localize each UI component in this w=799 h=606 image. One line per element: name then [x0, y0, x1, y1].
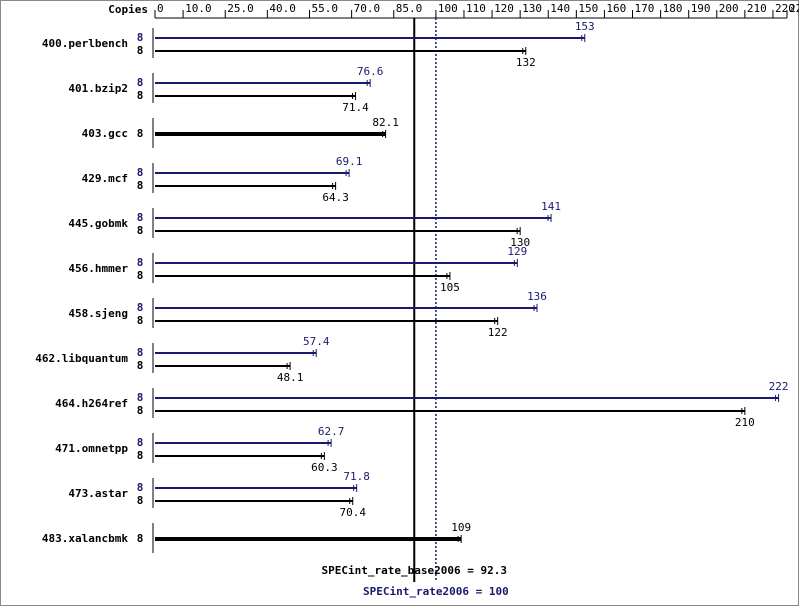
- x-tick-label: 70.0: [354, 2, 381, 15]
- copies-label: 8: [137, 532, 144, 545]
- copies-label: 8: [137, 359, 144, 372]
- copies-label: 8: [137, 269, 144, 282]
- x-tick-label: 55.0: [311, 2, 338, 15]
- copies-label: 8: [137, 494, 144, 507]
- x-tick-label: 180: [663, 2, 683, 15]
- benchmark-label: 458.sjeng: [68, 307, 128, 320]
- value-label: 132: [516, 56, 536, 69]
- copies-label: 8: [137, 179, 144, 192]
- value-label: 109: [451, 521, 471, 534]
- benchmark-label: 445.gobmk: [68, 217, 128, 230]
- copies-label: 8: [137, 127, 144, 140]
- x-tick-label: 85.0: [396, 2, 423, 15]
- copies-label: 8: [137, 256, 144, 269]
- value-label: 210: [735, 416, 755, 429]
- x-tick-label: 160: [606, 2, 626, 15]
- benchmark-label: 471.omnetpp: [55, 442, 128, 455]
- copies-label: 8: [137, 31, 144, 44]
- value-label: 62.7: [318, 425, 345, 438]
- value-label: 48.1: [277, 371, 304, 384]
- copies-label: 8: [137, 44, 144, 57]
- x-tick-label: 120: [494, 2, 514, 15]
- x-tick-label: 140: [550, 2, 570, 15]
- reference-label: SPECint_rate2006 = 100: [363, 585, 509, 598]
- x-tick-label: 10.0: [185, 2, 212, 15]
- copies-label: 8: [137, 391, 144, 404]
- x-tick-label: 190: [691, 2, 711, 15]
- value-label: 136: [527, 290, 547, 303]
- benchmark-label: 462.libquantum: [35, 352, 128, 365]
- x-tick-label: 0: [157, 2, 164, 15]
- benchmark-label: 429.mcf: [82, 172, 128, 185]
- value-label: 71.8: [343, 470, 370, 483]
- copies-label: 8: [137, 301, 144, 314]
- copies-label: 8: [137, 211, 144, 224]
- benchmark-label: 464.h264ref: [55, 397, 128, 410]
- benchmark-label: 473.astar: [68, 487, 128, 500]
- copies-label: 8: [137, 76, 144, 89]
- value-label: 122: [488, 326, 508, 339]
- value-label: 82.1: [372, 116, 399, 129]
- benchmark-label: 401.bzip2: [68, 82, 128, 95]
- x-tick-label: 150: [578, 2, 598, 15]
- x-tick-label: 25.0: [227, 2, 254, 15]
- x-tick-label: 110: [466, 2, 486, 15]
- copies-label: 8: [137, 481, 144, 494]
- x-tick-label: 210: [747, 2, 767, 15]
- value-label: 141: [541, 200, 561, 213]
- benchmark-label: 403.gcc: [82, 127, 128, 140]
- copies-label: 8: [137, 89, 144, 102]
- value-label: 70.4: [339, 506, 366, 519]
- value-label: 130: [510, 236, 530, 249]
- value-label: 129: [507, 245, 527, 258]
- copies-label: 8: [137, 404, 144, 417]
- benchmark-label: 456.hmmer: [68, 262, 128, 275]
- x-tick-label: 170: [635, 2, 655, 15]
- benchmark-label: 483.xalancbmk: [42, 532, 128, 545]
- value-label: 60.3: [311, 461, 338, 474]
- copies-label: 8: [137, 449, 144, 462]
- benchmark-label: 400.perlbench: [42, 37, 128, 50]
- value-label: 69.1: [336, 155, 363, 168]
- value-label: 222: [769, 380, 789, 393]
- copies-label: 8: [137, 166, 144, 179]
- value-label: 64.3: [322, 191, 349, 204]
- copies-label: 8: [137, 314, 144, 327]
- copies-label: 8: [137, 346, 144, 359]
- value-label: 71.4: [342, 101, 369, 114]
- reference-label: SPECint_rate_base2006 = 92.3: [322, 564, 507, 577]
- x-tick-label: 220: [775, 2, 795, 15]
- x-tick-label: 40.0: [269, 2, 296, 15]
- x-tick-label: 200: [719, 2, 739, 15]
- value-label: 57.4: [303, 335, 330, 348]
- value-label: 105: [440, 281, 460, 294]
- copies-label: 8: [137, 436, 144, 449]
- x-tick-label: 100: [438, 2, 458, 15]
- value-label: 76.6: [357, 65, 384, 78]
- x-tick-label: 225: [789, 2, 799, 15]
- copies-header: Copies: [108, 3, 148, 16]
- copies-label: 8: [137, 224, 144, 237]
- value-label: 153: [575, 20, 595, 33]
- x-tick-label: 130: [522, 2, 542, 15]
